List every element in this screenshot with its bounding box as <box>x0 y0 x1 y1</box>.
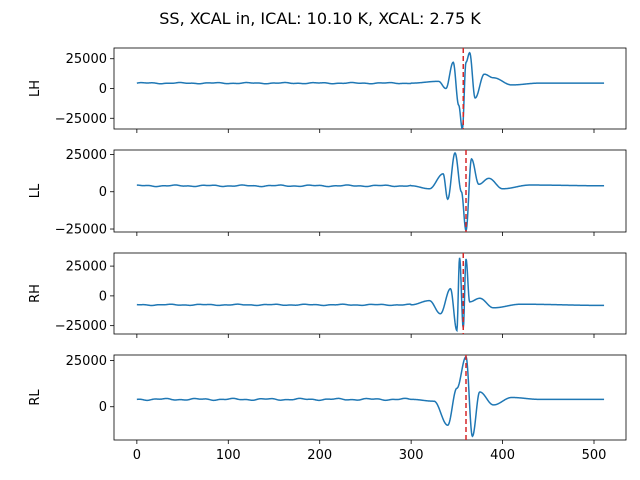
x-tick-label: 0 <box>133 448 141 463</box>
y-axis-label: RL <box>28 389 43 406</box>
x-tick-label: 500 <box>582 448 607 463</box>
axes-frame <box>113 252 627 335</box>
series-line <box>136 51 605 129</box>
series-line <box>136 151 605 232</box>
axes-frame <box>113 354 627 441</box>
y-tick-label: 25000 <box>66 148 107 163</box>
x-tick-label: 300 <box>399 448 424 463</box>
y-tick-label: 25000 <box>66 52 107 67</box>
x-tick-label: 200 <box>307 448 332 463</box>
axes-frame <box>113 149 627 233</box>
y-tick-label: 0 <box>99 289 107 304</box>
panels: −25000 0 25000 LH −25000 0 25000 LL −25000 0 25000… <box>28 47 627 463</box>
x-tick-label: 100 <box>216 448 241 463</box>
y-tick-label: 25000 <box>66 260 107 275</box>
panel-rh: −25000 0 25000 RH <box>28 252 627 338</box>
y-tick-label: 0 <box>99 400 107 415</box>
y-tick-label: 25000 <box>66 354 107 369</box>
y-tick-label: 0 <box>99 185 107 200</box>
panel-lh: −25000 0 25000 LH <box>28 47 627 133</box>
y-tick-label: −25000 <box>55 112 107 127</box>
y-axis-label: LL <box>28 183 43 198</box>
y-tick-label: −25000 <box>55 319 107 334</box>
series-line <box>136 257 605 333</box>
series-line <box>136 355 605 438</box>
chart-title: SS, XCAL in, ICAL: 10.10 K, XCAL: 2.75 K <box>159 9 481 28</box>
y-tick-label: 0 <box>99 82 107 97</box>
y-axis-label: RH <box>28 284 43 303</box>
panel-ll: −25000 0 25000 LL <box>28 148 627 238</box>
panel-rl: 0 25000 RL 0 100 200 300 400 500 <box>28 354 627 463</box>
x-tick-label: 400 <box>490 448 515 463</box>
axes-frame <box>113 47 627 130</box>
y-axis-label: LH <box>28 80 43 97</box>
y-tick-label: −25000 <box>55 223 107 238</box>
